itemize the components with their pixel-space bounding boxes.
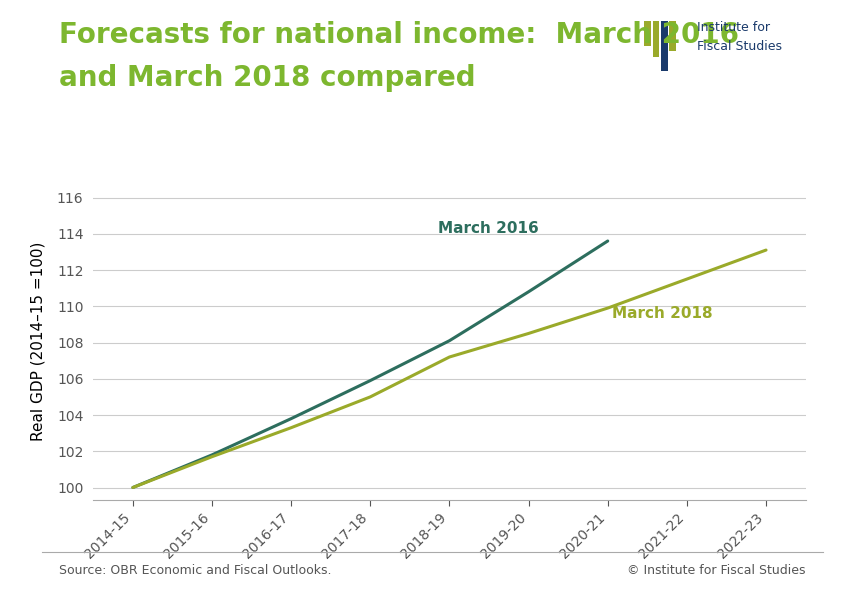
- Text: © Institute for Fiscal Studies: © Institute for Fiscal Studies: [628, 564, 806, 577]
- Bar: [644, 21, 651, 46]
- Text: March 2016: March 2016: [438, 221, 538, 235]
- Text: March 2018: March 2018: [611, 306, 712, 321]
- Bar: [661, 21, 667, 71]
- Text: Forecasts for national income:  March 2016: Forecasts for national income: March 201…: [59, 21, 739, 49]
- Y-axis label: Real GDP (2014–15 =100): Real GDP (2014–15 =100): [31, 242, 46, 441]
- Text: Fiscal Studies: Fiscal Studies: [697, 40, 782, 52]
- Bar: [669, 21, 676, 51]
- Text: and March 2018 compared: and March 2018 compared: [59, 64, 476, 92]
- Bar: [652, 21, 659, 57]
- Text: Source: OBR Economic and Fiscal Outlooks.: Source: OBR Economic and Fiscal Outlooks…: [59, 564, 332, 577]
- Text: Institute for: Institute for: [697, 21, 770, 34]
